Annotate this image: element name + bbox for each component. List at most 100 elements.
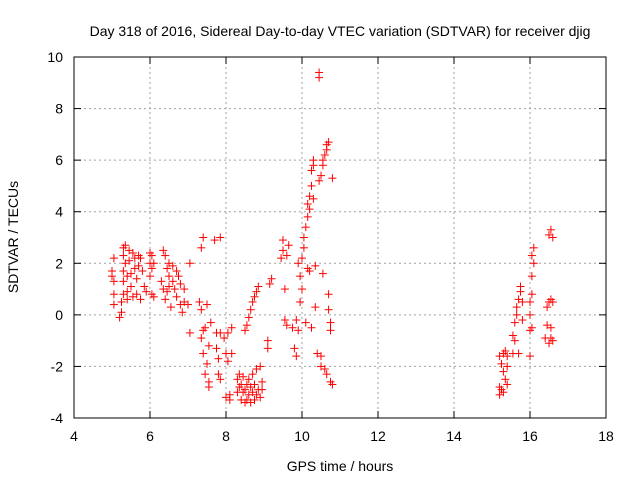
data-point	[315, 68, 324, 77]
data-point	[176, 279, 185, 288]
data-point	[548, 233, 557, 242]
data-point	[279, 236, 287, 245]
data-point	[518, 316, 527, 325]
data-point	[263, 336, 272, 345]
data-point	[250, 380, 259, 389]
data-point	[233, 375, 242, 384]
data-point	[503, 362, 512, 371]
data-point	[305, 267, 314, 276]
plot-frame	[73, 56, 607, 419]
data-point	[184, 300, 192, 309]
data-point	[501, 346, 510, 355]
data-point	[168, 261, 177, 270]
data-point	[510, 318, 519, 327]
data-point	[326, 318, 335, 327]
data-point	[307, 181, 316, 190]
data-point	[117, 308, 126, 317]
data-point	[115, 313, 124, 322]
data-point	[132, 274, 141, 283]
data-point	[284, 241, 293, 250]
data-point	[241, 385, 249, 394]
data-point	[527, 323, 536, 332]
y-tick-label: -4	[51, 410, 64, 426]
data-point	[165, 282, 173, 291]
data-point	[136, 254, 145, 263]
data-point	[258, 385, 267, 394]
y-tick-label: -2	[51, 358, 64, 374]
data-point	[294, 259, 303, 268]
data-point	[503, 352, 512, 361]
data-point	[119, 251, 128, 260]
data-point	[204, 341, 213, 350]
data-point	[322, 370, 331, 379]
data-point	[326, 326, 335, 335]
y-tick-label: 2	[55, 255, 63, 271]
x-tick-label: 6	[146, 428, 154, 444]
data-point	[526, 352, 534, 361]
data-point	[119, 277, 128, 286]
data-point	[279, 246, 287, 255]
data-point	[250, 292, 259, 301]
data-point	[203, 300, 211, 309]
data-point	[529, 259, 538, 268]
data-point	[294, 326, 303, 335]
data-point	[254, 282, 263, 291]
data-point	[125, 256, 134, 265]
data-point	[296, 297, 305, 306]
data-point	[301, 223, 310, 232]
data-point	[172, 292, 181, 301]
data-point	[307, 166, 316, 175]
data-point	[526, 310, 534, 319]
data-point	[180, 285, 189, 294]
data-point	[315, 176, 324, 185]
data-point	[303, 199, 312, 208]
x-axis-label: GPS time / hours	[287, 458, 394, 474]
data-point	[543, 303, 552, 312]
data-point	[514, 349, 523, 358]
data-point	[307, 323, 316, 332]
data-point	[216, 375, 225, 384]
data-point	[324, 290, 333, 299]
data-point	[288, 323, 297, 332]
data-point	[203, 359, 211, 368]
data-point	[142, 287, 151, 296]
data-point	[149, 292, 158, 301]
data-point	[127, 269, 135, 278]
data-point	[318, 156, 327, 165]
data-point	[516, 282, 525, 291]
data-point	[227, 349, 236, 358]
data-point	[119, 267, 128, 276]
data-point	[163, 287, 172, 296]
data-point	[298, 285, 306, 294]
data-point	[267, 274, 276, 283]
x-tick-label: 16	[522, 428, 538, 444]
data-points	[108, 68, 557, 407]
data-point	[280, 285, 289, 294]
data-point	[132, 290, 141, 299]
y-tick-label: 6	[55, 152, 63, 168]
data-point	[244, 375, 253, 384]
data-point	[280, 316, 289, 325]
data-point	[250, 395, 259, 404]
data-point	[501, 375, 510, 384]
data-point	[123, 295, 132, 304]
x-tick-label: 12	[370, 428, 386, 444]
data-point	[497, 359, 506, 368]
data-point	[305, 205, 314, 214]
data-point	[242, 321, 251, 330]
data-point	[201, 370, 210, 379]
data-point	[320, 150, 329, 159]
data-point	[163, 264, 172, 273]
data-point	[248, 297, 257, 306]
data-point	[214, 370, 223, 379]
data-point	[128, 248, 137, 257]
data-point	[309, 156, 318, 165]
y-tick-label: 10	[47, 49, 63, 65]
data-point	[197, 334, 206, 343]
data-point	[298, 254, 306, 263]
data-point	[121, 241, 130, 250]
data-point	[197, 305, 206, 314]
data-point	[258, 377, 267, 386]
data-point	[223, 357, 232, 366]
